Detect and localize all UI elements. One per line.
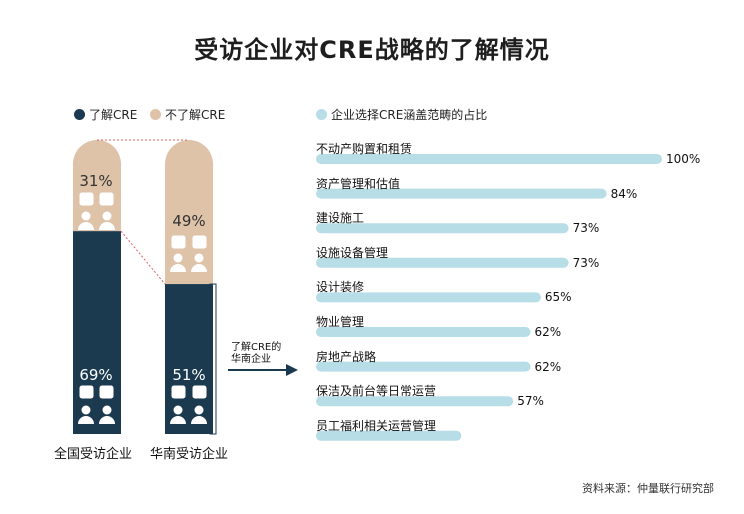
- legend-label-not-understand: 不了解CRE: [165, 108, 226, 122]
- source-note: 资料来源：仲量联行研究部: [582, 482, 714, 495]
- annotation-line1: 了解CRE的: [231, 342, 282, 353]
- bar-south-understand: [165, 284, 213, 434]
- exclamation-bubble-icon: [171, 385, 186, 399]
- category-label-south-china: 华南受访企业: [150, 447, 229, 462]
- pct-label-national-understand: 69%: [79, 366, 113, 384]
- hbar-category-label: 房地产战略: [316, 349, 377, 364]
- person-icon-body: [170, 416, 186, 424]
- hbar-value-label: 73%: [572, 221, 600, 236]
- hbar: [316, 327, 531, 337]
- hbar-value-label: 62%: [534, 359, 562, 374]
- arrow-head-icon: [286, 364, 298, 376]
- smile-bubble-icon: [99, 385, 114, 399]
- person-icon-body: [170, 264, 186, 272]
- hbar-category-label: 资产管理和估值: [316, 176, 401, 191]
- hbar-category-label: 物业管理: [316, 315, 365, 329]
- legend-scope: 企业选择CRE涵盖范畴的占比: [316, 106, 487, 123]
- hbar: [316, 430, 462, 441]
- person-icon-body: [99, 222, 115, 230]
- hbar-category-label: 设施设备管理: [316, 245, 389, 260]
- pct-label-south-understand: 51%: [172, 366, 206, 384]
- person-icon-head: [102, 405, 112, 415]
- person-icon-body: [191, 416, 207, 424]
- person-icon-head: [194, 253, 204, 263]
- hbar-category-label: 不动产购置和租赁: [316, 142, 413, 156]
- person-icon-body: [99, 416, 115, 424]
- question-bubble-icon: [99, 192, 114, 206]
- person-icon-head: [81, 211, 91, 221]
- pct-label-south-not-understand: 49%: [172, 212, 206, 230]
- hbar: [316, 223, 569, 234]
- question-bubble-icon: [192, 235, 207, 249]
- hbar: [316, 292, 541, 303]
- legend-swatch-understand: [74, 109, 85, 120]
- hbar-value-label: 57%: [517, 394, 544, 409]
- person-icon-head: [194, 405, 204, 415]
- hbar-value-label: 65%: [544, 290, 572, 305]
- hbar-category-label: 设计装修: [316, 280, 365, 295]
- legend-label-understand: 了解CRE: [89, 108, 138, 122]
- bar-national-understand: [73, 231, 121, 434]
- question-bubble-icon: [79, 192, 94, 206]
- annotation-line2: 华南企业: [231, 354, 271, 365]
- hbar: [316, 188, 607, 199]
- hbar-value-label: 62%: [534, 325, 562, 339]
- legend-label-scope: 企业选择CRE涵盖范畴的占比: [331, 108, 488, 122]
- person-icon-head: [173, 253, 183, 263]
- annotation-south-understand: 了解CRE的 华南企业: [231, 342, 281, 366]
- connector-split: [120, 230, 166, 285]
- hbar: [316, 396, 514, 407]
- hbar: [316, 361, 531, 372]
- person-icon-head: [81, 405, 91, 415]
- bar-national-not-understand: [73, 140, 121, 232]
- hbar-value-label: 100%: [666, 152, 701, 166]
- person-icon-head: [102, 211, 112, 221]
- chart-title: 受访企业对CRE战略的了解情况: [194, 36, 550, 64]
- exclamation-bubble-icon: [79, 385, 94, 399]
- person-icon-body: [78, 416, 94, 424]
- pct-label-national-not-understand: 31%: [79, 172, 113, 190]
- legend-swatch-scope: [316, 109, 327, 120]
- hbar: [316, 257, 569, 268]
- person-icon-body: [191, 264, 207, 272]
- person-icon-body: [78, 222, 94, 230]
- smile-bubble-icon: [192, 385, 207, 399]
- legend-not-understand: 不了解CRE: [150, 106, 225, 123]
- question-bubble-icon: [171, 235, 186, 249]
- hbar-category-label: 保洁及前台等日常运营: [316, 384, 437, 399]
- hbar: [316, 154, 662, 164]
- hbar-value-label: 84%: [610, 186, 638, 201]
- hbar-category-label: 建设施工: [316, 211, 365, 226]
- category-label-national: 全国受访企业: [54, 447, 133, 462]
- hbar-category-label: 员工福利相关运营管理: [316, 418, 437, 433]
- legend-swatch-not-understand: [150, 109, 161, 120]
- hbar-value-label: 73%: [572, 255, 600, 270]
- bracket-south-understand: [209, 283, 217, 435]
- legend-understand: 了解CRE: [74, 106, 137, 123]
- person-icon-head: [173, 405, 183, 415]
